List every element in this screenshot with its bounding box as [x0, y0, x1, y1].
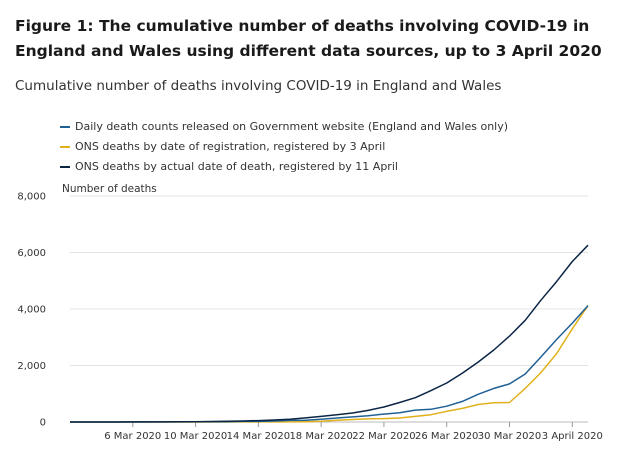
y-tick-label: 4,000	[17, 305, 46, 316]
x-tick-label: 26 Mar 2020	[415, 431, 478, 442]
legend-label-actual-date: ONS deaths by actual date of death, regi…	[75, 160, 398, 173]
grid-lines	[70, 195, 588, 423]
y-tick-label: 0	[40, 418, 46, 429]
legend-item-registration: ONS deaths by date of registration, regi…	[60, 137, 508, 157]
legend-swatch-registration	[60, 146, 70, 148]
series-line-0	[70, 305, 589, 423]
legend-item-actual-date: ONS deaths by actual date of death, regi…	[60, 157, 508, 177]
legend-item-government: Daily death counts released on Governmen…	[60, 117, 508, 137]
legend-label-government: Daily death counts released on Governmen…	[75, 120, 509, 133]
y-tick-label: 2,000	[17, 361, 46, 372]
x-tick-label: 30 Mar 2020	[478, 431, 541, 442]
series-line-1	[70, 305, 589, 423]
x-tick-label: 14 Mar 2020	[227, 431, 290, 442]
y-axis-label: Number of deaths	[62, 183, 157, 195]
legend-swatch-actual-date	[60, 166, 70, 168]
figure-title: Figure 1: The cumulative number of death…	[15, 17, 602, 60]
chart-title: Cumulative number of deaths involving CO…	[15, 78, 502, 94]
x-tick-label: 18 Mar 2020	[289, 431, 352, 442]
y-tick-label: 8,000	[17, 192, 46, 203]
legend-label-registration: ONS deaths by date of registration, regi…	[75, 140, 386, 153]
x-tick-label: 10 Mar 2020	[164, 431, 227, 442]
y-axis-ticks: 0 2,000 4,000 6,000 8,000	[17, 192, 46, 429]
legend-swatch-government	[60, 126, 70, 128]
chart-legend: Daily death counts released on Governmen…	[60, 117, 508, 177]
series-lines	[70, 244, 589, 423]
x-tick-label: 3 April 2020	[542, 431, 603, 442]
x-axis-ticks: 6 Mar 2020 10 Mar 2020 14 Mar 2020 18 Mar 2…	[104, 422, 603, 442]
series-line-2	[70, 244, 589, 423]
x-tick-label: 22 Mar 2020	[352, 431, 415, 442]
x-tick-label: 6 Mar 2020	[104, 431, 161, 442]
y-tick-label: 6,000	[17, 248, 46, 259]
